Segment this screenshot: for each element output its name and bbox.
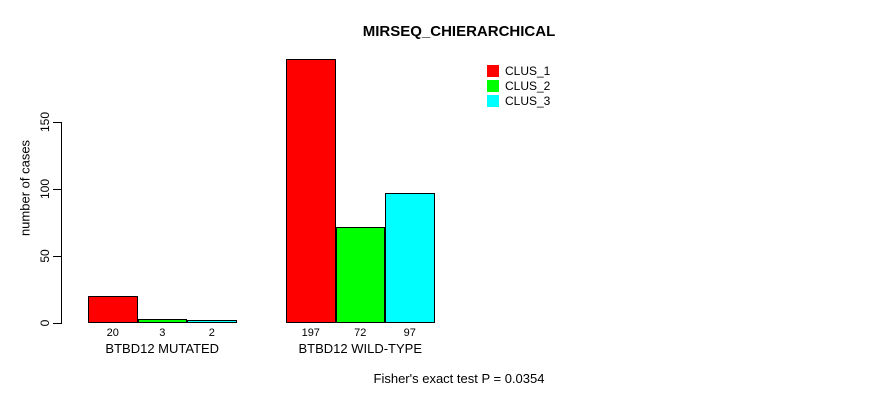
legend-item: CLUS_2 [487,80,550,92]
bar-value-label: 197 [301,327,320,339]
bar-clus_3-1 [187,320,237,323]
y-tick-label: 50 [38,249,52,263]
y-tick-mark [53,323,61,324]
y-tick-label: 150 [38,111,52,133]
category-label: BTBD12 WILD-TYPE [298,341,423,356]
y-tick-label: 100 [38,178,52,200]
bar-clus_2-1 [137,318,187,323]
legend-item: CLUS_3 [487,95,550,107]
bar-value-label: 3 [159,327,166,339]
bar-clus_1-2 [286,59,336,323]
y-axis-label: number of cases [17,139,33,237]
bar-clus_3-2 [385,193,435,323]
legend-swatch-clus_1 [487,65,499,77]
legend-item: CLUS_1 [487,65,550,77]
bar-value-label: 72 [354,327,367,339]
bar-clus_1-1 [88,296,138,323]
legend-label: CLUS_2 [505,79,551,93]
y-axis-line [61,122,62,324]
y-tick-label: 0 [38,319,52,327]
category-label: BTBD12 MUTATED [105,341,220,356]
bar-value-label: 97 [403,327,416,339]
bar-value-label: 2 [208,327,215,339]
chart-title: MIRSEQ_CHIERARCHICAL [362,23,556,40]
y-tick-mark [53,256,61,257]
bar-clus_2-2 [335,226,385,323]
legend-label: CLUS_3 [505,94,551,108]
y-tick-mark [53,122,61,123]
stat-annotation: Fisher's exact test P = 0.0354 [373,371,545,386]
legend: CLUS_1 CLUS_2 CLUS_3 [487,65,550,110]
legend-swatch-clus_3 [487,95,499,107]
y-tick-mark [53,189,61,190]
legend-swatch-clus_2 [487,80,499,92]
legend-label: CLUS_1 [505,64,551,78]
bar-value-label: 20 [106,327,119,339]
